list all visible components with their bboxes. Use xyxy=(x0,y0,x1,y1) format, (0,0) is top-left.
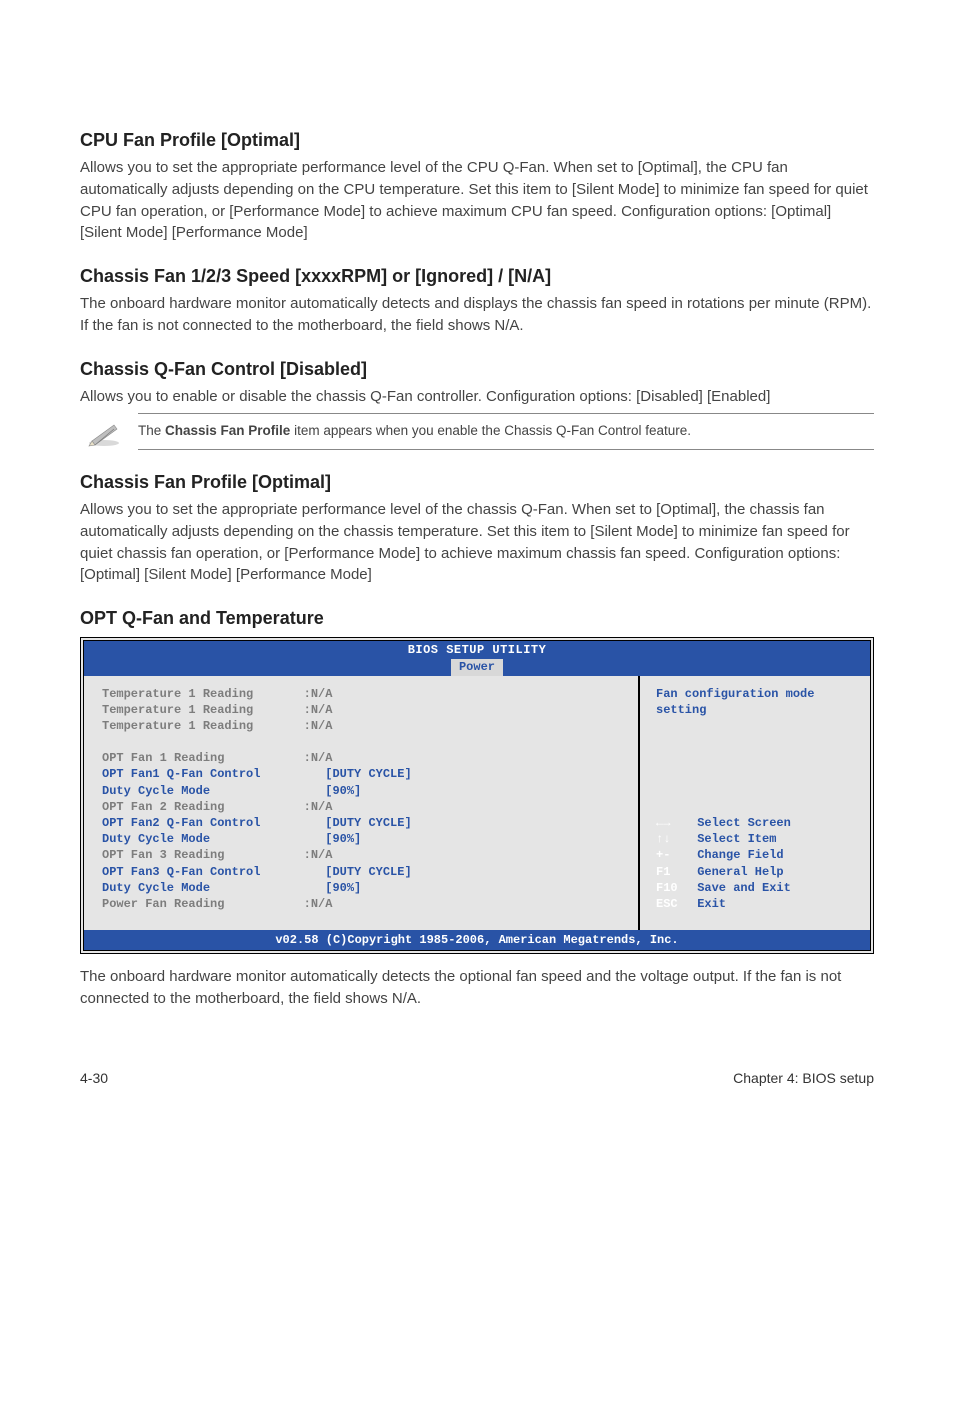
body-chassis-qfan-control: Allows you to enable or disable the chas… xyxy=(80,386,874,408)
bios-row: OPT Fan1 Q-Fan Control [DUTY CYCLE] xyxy=(102,766,624,782)
pencil-icon xyxy=(80,413,128,447)
heading-chassis-fan-speed: Chassis Fan 1/2/3 Speed [xxxxRPM] or [Ig… xyxy=(80,266,874,287)
bios-row: Temperature 1 Reading :N/A xyxy=(102,702,624,718)
note-prefix: The xyxy=(138,423,165,438)
bios-row xyxy=(102,734,624,750)
bios-left-panel: Temperature 1 Reading :N/ATemperature 1 … xyxy=(84,676,640,931)
heading-chassis-qfan-control: Chassis Q-Fan Control [Disabled] xyxy=(80,359,874,380)
body-cpu-fan-profile: Allows you to set the appropriate perfor… xyxy=(80,157,874,244)
bios-key-row: ↑↓ Select Item xyxy=(656,831,858,847)
bios-row: OPT Fan2 Q-Fan Control [DUTY CYCLE] xyxy=(102,815,624,831)
bios-row: OPT Fan 3 Reading :N/A xyxy=(102,847,624,863)
bios-key-row: +- Change Field xyxy=(656,847,858,863)
bios-key-row: F10 Save and Exit xyxy=(656,880,858,896)
bios-footer: v02.58 (C)Copyright 1985-2006, American … xyxy=(84,930,870,950)
bios-help-text: Fan configuration mode setting xyxy=(656,686,858,718)
bios-header-tab: Power xyxy=(451,659,503,675)
body-chassis-fan-speed: The onboard hardware monitor automatical… xyxy=(80,293,874,337)
bios-row: Duty Cycle Mode [90%] xyxy=(102,831,624,847)
page-footer: 4-30 Chapter 4: BIOS setup xyxy=(80,1070,874,1086)
body-chassis-fan-profile: Allows you to set the appropriate perfor… xyxy=(80,499,874,586)
bios-row: Temperature 1 Reading :N/A xyxy=(102,686,624,702)
bios-row: Temperature 1 Reading :N/A xyxy=(102,718,624,734)
bios-row: OPT Fan 1 Reading :N/A xyxy=(102,750,624,766)
note-block: The Chassis Fan Profile item appears whe… xyxy=(80,413,874,450)
bios-screenshot: BIOS SETUP UTILITY Power Temperature 1 R… xyxy=(80,637,874,954)
bios-key-row: F1 General Help xyxy=(656,864,858,880)
note-suffix: item appears when you enable the Chassis… xyxy=(290,423,691,438)
heading-opt-qfan: OPT Q-Fan and Temperature xyxy=(80,608,874,629)
bios-right-panel: Fan configuration mode setting ←→ Select… xyxy=(640,676,870,931)
heading-chassis-fan-profile: Chassis Fan Profile [Optimal] xyxy=(80,472,874,493)
bios-key-help: ←→ Select Screen↑↓ Select Item+- Change … xyxy=(656,815,858,912)
bios-body: Temperature 1 Reading :N/ATemperature 1 … xyxy=(84,676,870,931)
page-number: 4-30 xyxy=(80,1070,108,1086)
bios-row: Duty Cycle Mode [90%] xyxy=(102,880,624,896)
chapter-label: Chapter 4: BIOS setup xyxy=(733,1070,874,1086)
bios-row: Power Fan Reading :N/A xyxy=(102,896,624,912)
bios-header-title: BIOS SETUP UTILITY xyxy=(84,642,870,658)
note-text: The Chassis Fan Profile item appears whe… xyxy=(138,413,874,450)
heading-cpu-fan-profile: CPU Fan Profile [Optimal] xyxy=(80,130,874,151)
bios-row: Duty Cycle Mode [90%] xyxy=(102,783,624,799)
bios-key-row: ESC Exit xyxy=(656,896,858,912)
bios-key-row: ←→ Select Screen xyxy=(656,815,858,831)
bios-header: BIOS SETUP UTILITY Power xyxy=(84,641,870,675)
body-after-bios: The onboard hardware monitor automatical… xyxy=(80,966,874,1010)
bios-row: OPT Fan3 Q-Fan Control [DUTY CYCLE] xyxy=(102,864,624,880)
bios-row: OPT Fan 2 Reading :N/A xyxy=(102,799,624,815)
note-bold: Chassis Fan Profile xyxy=(165,423,290,438)
